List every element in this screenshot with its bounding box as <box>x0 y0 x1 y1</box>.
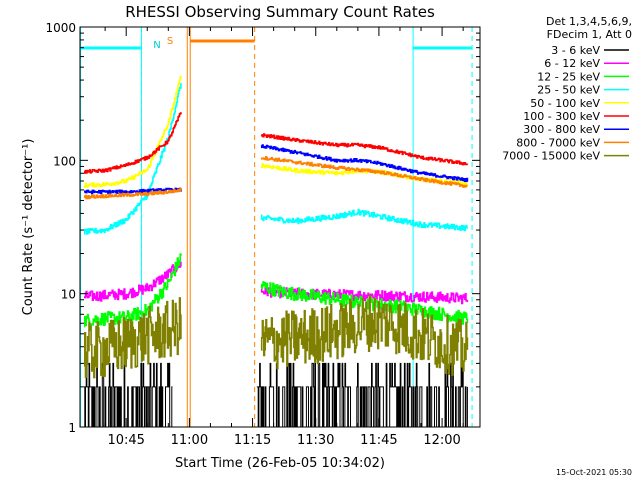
axes-layer: 1 10 100 1000 10:45 11:00 11:15 11:30 11:45 12:00 <box>45 21 480 448</box>
series-8 <box>84 294 469 379</box>
legend-header-line-2: FDecim 1, Att 0 <box>547 28 632 41</box>
saa-flag-label: S <box>167 36 173 47</box>
series-line-1-1 <box>260 285 469 305</box>
series-line-3-0 <box>84 83 182 235</box>
series-line-1-0 <box>84 261 182 302</box>
series-line-8-0 <box>84 297 182 379</box>
x-tick-label-1: 11:00 <box>171 433 208 448</box>
series-0 <box>84 362 468 428</box>
legend-label-4: 50 - 100 keV <box>530 97 600 110</box>
series-line-7-1 <box>260 156 468 188</box>
y-tick-label-1: 10 <box>61 288 76 302</box>
legend-label-5: 100 - 300 keV <box>523 110 600 123</box>
series-line-3-1 <box>260 208 469 232</box>
night-flag-label: N <box>153 40 160 51</box>
series-line-0-0 <box>84 362 173 428</box>
series-line-5-0 <box>84 112 182 174</box>
timestamp: 15-Oct-2021 05:30 <box>556 468 632 477</box>
y-tick-label-2: 100 <box>53 154 76 168</box>
series-line-2-0 <box>84 253 182 328</box>
y-axis-label: Count Rate (s⁻¹ detector⁻¹) <box>21 139 36 316</box>
series-line-8-1 <box>260 294 469 376</box>
legend-label-6: 300 - 800 keV <box>523 123 600 136</box>
y-tick-label-3: 1000 <box>45 21 76 35</box>
legend-label-3: 25 - 50 keV <box>537 84 600 97</box>
x-tick-label-4: 11:45 <box>360 433 397 448</box>
x-axis-label: Start Time (26-Feb-05 10:34:02) <box>175 456 385 471</box>
series-line-7-0 <box>84 187 182 200</box>
y-tick-label-0: 1 <box>68 421 76 435</box>
series-line-5-1 <box>260 133 469 166</box>
x-tick-label-3: 11:30 <box>297 433 334 448</box>
series-line-6-0 <box>84 187 182 195</box>
series-5 <box>84 112 469 174</box>
legend-label-0: 3 - 6 keV <box>551 44 600 57</box>
x-tick-label-2: 11:15 <box>234 433 271 448</box>
series-line-0-1 <box>256 362 468 428</box>
series-layer <box>84 75 469 428</box>
series-6 <box>84 144 469 195</box>
series-line-6-1 <box>260 144 469 183</box>
series-7 <box>84 156 468 200</box>
legend-label-2: 12 - 25 keV <box>537 70 600 83</box>
legend-label-1: 6 - 12 keV <box>544 57 600 70</box>
x-tick-label-5: 12:00 <box>423 433 460 448</box>
legend-label-8: 7000 - 15000 keV <box>502 150 600 163</box>
chart-title: RHESSI Observing Summary Count Rates <box>125 3 435 21</box>
legend-header-line-1: Det 1,3,4,5,6,9, <box>546 15 632 28</box>
plot-frame <box>79 26 481 428</box>
series-3 <box>84 83 469 235</box>
x-tick-label-0: 10:45 <box>107 433 144 448</box>
series-1 <box>84 261 469 305</box>
series-line-4-0 <box>84 75 182 188</box>
legend-label-7: 800 - 7000 keV <box>516 136 600 149</box>
